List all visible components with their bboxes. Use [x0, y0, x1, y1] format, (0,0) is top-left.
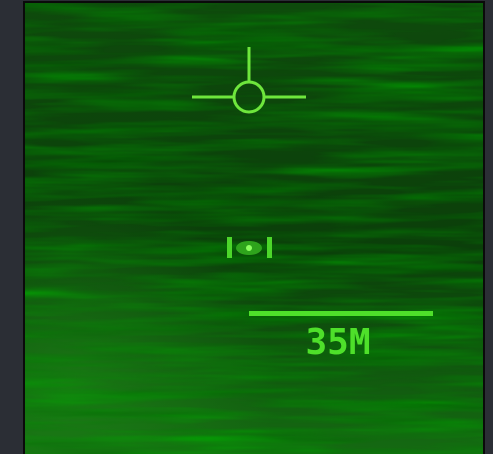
target-center	[246, 245, 252, 251]
scale-label: 35M	[305, 322, 370, 363]
crosshair	[192, 47, 306, 114]
target-marker	[227, 237, 272, 258]
scale-bar	[249, 311, 433, 316]
sensor-view	[25, 3, 483, 454]
sensor-noise	[25, 3, 483, 454]
target-bracket-left	[227, 237, 232, 258]
target-bracket-right	[267, 237, 272, 258]
